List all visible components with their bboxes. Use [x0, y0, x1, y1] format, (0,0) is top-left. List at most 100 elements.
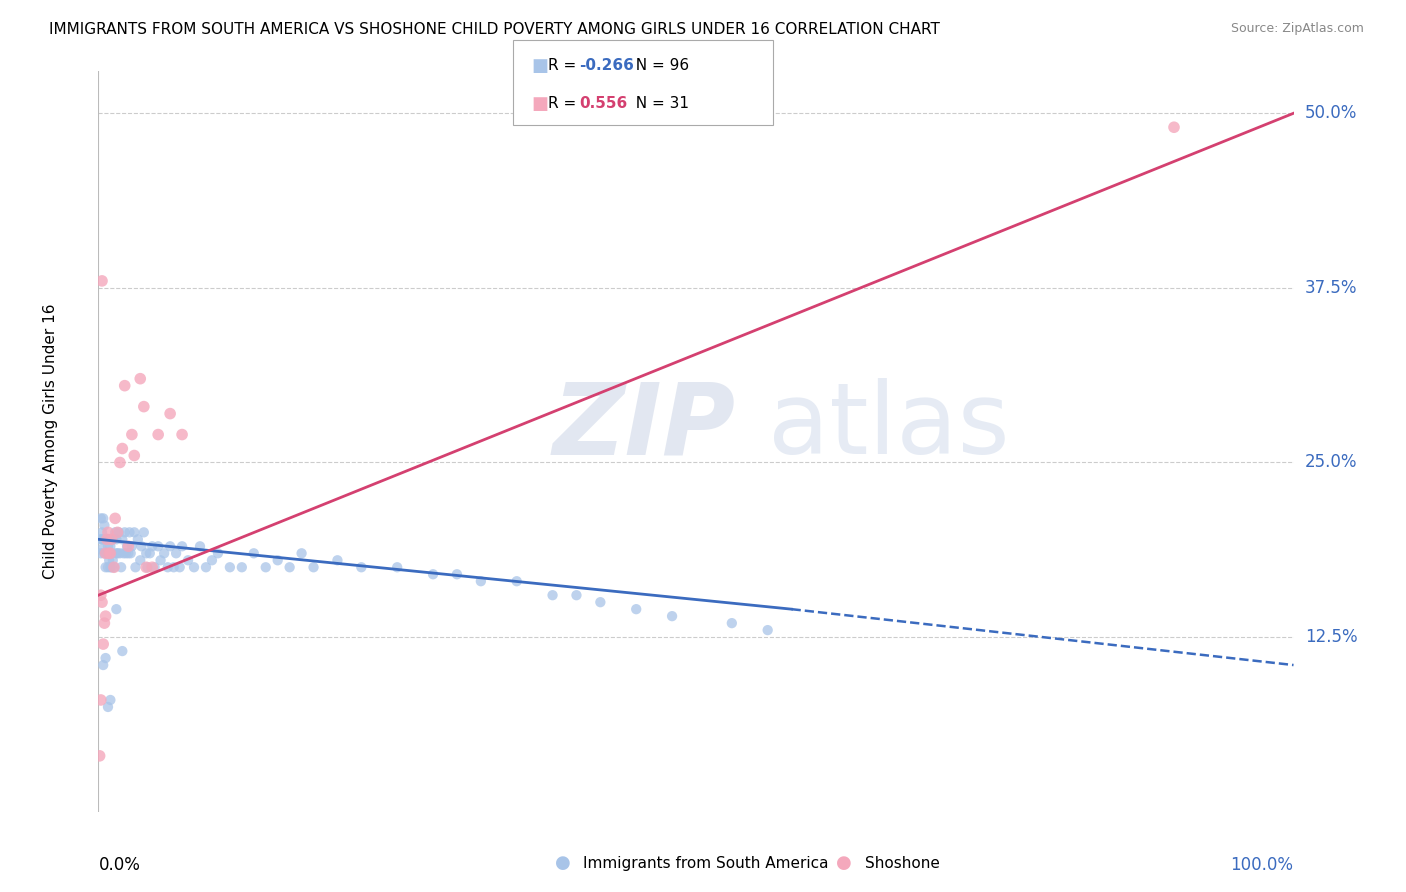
Point [153, 546, 176, 560]
Point [91, 533, 114, 547]
Text: R =: R = [548, 58, 582, 73]
Point [201, 553, 224, 567]
Text: ZIP: ZIP [553, 378, 735, 475]
Point [326, 553, 349, 567]
Point [506, 574, 529, 589]
Point [97, 539, 120, 553]
Point [129, 553, 152, 567]
Point [541, 588, 564, 602]
Point [90, 546, 112, 560]
Point [98, 560, 122, 574]
Point [156, 560, 179, 574]
Text: Child Poverty Among Girls Under 16: Child Poverty Among Girls Under 16 [44, 304, 58, 579]
Point [188, 539, 211, 553]
Point [661, 609, 683, 624]
Point [98, 546, 122, 560]
Point [267, 553, 290, 567]
Point [129, 372, 152, 386]
Point [626, 602, 648, 616]
Point [141, 560, 163, 574]
Point [422, 567, 444, 582]
Point [159, 407, 181, 421]
Point [254, 560, 277, 574]
Point [302, 560, 325, 574]
Point [97, 525, 120, 540]
Point [565, 588, 588, 602]
Point [93, 518, 115, 533]
Point [470, 574, 492, 589]
Point [385, 560, 409, 574]
Point [183, 560, 205, 574]
Point [89, 748, 111, 763]
Point [105, 546, 128, 560]
Point [207, 546, 229, 560]
Point [124, 560, 146, 574]
Point [93, 546, 115, 560]
Point [91, 542, 114, 557]
Text: Shoshone: Shoshone [865, 856, 939, 871]
Point [117, 546, 139, 560]
Text: IMMIGRANTS FROM SOUTH AMERICA VS SHOSHONE CHILD POVERTY AMONG GIRLS UNDER 16 COR: IMMIGRANTS FROM SOUTH AMERICA VS SHOSHON… [49, 22, 941, 37]
Text: ●: ● [554, 855, 571, 872]
Point [96, 546, 118, 560]
Point [96, 533, 118, 547]
Point [721, 616, 744, 631]
Point [104, 525, 127, 540]
Point [101, 533, 124, 547]
Point [98, 553, 121, 567]
Point [149, 553, 172, 567]
Point [94, 560, 117, 574]
Text: N = 96: N = 96 [626, 58, 689, 73]
Point [124, 449, 146, 463]
Point [243, 546, 266, 560]
Point [91, 637, 114, 651]
Text: R =: R = [548, 96, 582, 112]
Point [98, 533, 121, 547]
Point [98, 693, 122, 707]
Point [110, 560, 132, 574]
Point [117, 539, 139, 553]
Point [91, 658, 114, 673]
Point [97, 560, 120, 574]
Point [121, 539, 143, 553]
Text: 100.0%: 100.0% [1230, 856, 1294, 874]
Point [107, 525, 129, 540]
Point [108, 455, 131, 469]
Point [94, 651, 117, 665]
Point [114, 525, 136, 540]
Point [143, 560, 166, 574]
Text: Source: ZipAtlas.com: Source: ZipAtlas.com [1230, 22, 1364, 36]
Point [112, 546, 135, 560]
Point [91, 533, 114, 547]
Text: ●: ● [835, 855, 852, 872]
Point [136, 560, 159, 574]
Point [100, 560, 122, 574]
Point [89, 533, 111, 547]
Point [90, 588, 112, 602]
Point [291, 546, 314, 560]
Text: 0.0%: 0.0% [98, 856, 141, 874]
Point [97, 700, 120, 714]
Point [278, 560, 301, 574]
Text: ■: ■ [531, 95, 548, 112]
Point [165, 546, 187, 560]
Point [132, 400, 155, 414]
Point [105, 533, 128, 547]
Text: 12.5%: 12.5% [1305, 628, 1357, 646]
Point [172, 539, 194, 553]
Point [231, 560, 253, 574]
Point [103, 560, 125, 574]
Point [107, 546, 129, 560]
Point [131, 539, 153, 553]
Point [100, 533, 122, 547]
Point [177, 553, 200, 567]
Point [139, 546, 162, 560]
Text: 50.0%: 50.0% [1305, 104, 1357, 122]
Point [115, 539, 138, 553]
Point [111, 533, 134, 547]
Point [98, 539, 122, 553]
Point [127, 533, 149, 547]
Point [108, 546, 131, 560]
Point [120, 546, 142, 560]
Point [148, 427, 170, 442]
